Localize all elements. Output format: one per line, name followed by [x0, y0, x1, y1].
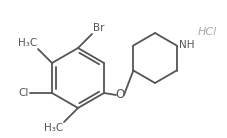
Text: H₃C: H₃C — [44, 123, 63, 133]
Text: Cl: Cl — [19, 88, 29, 98]
Text: O: O — [115, 88, 124, 102]
Text: HCl: HCl — [197, 27, 216, 37]
Text: Br: Br — [93, 23, 104, 33]
Text: H₃C: H₃C — [18, 38, 37, 48]
Text: NH: NH — [178, 39, 193, 50]
